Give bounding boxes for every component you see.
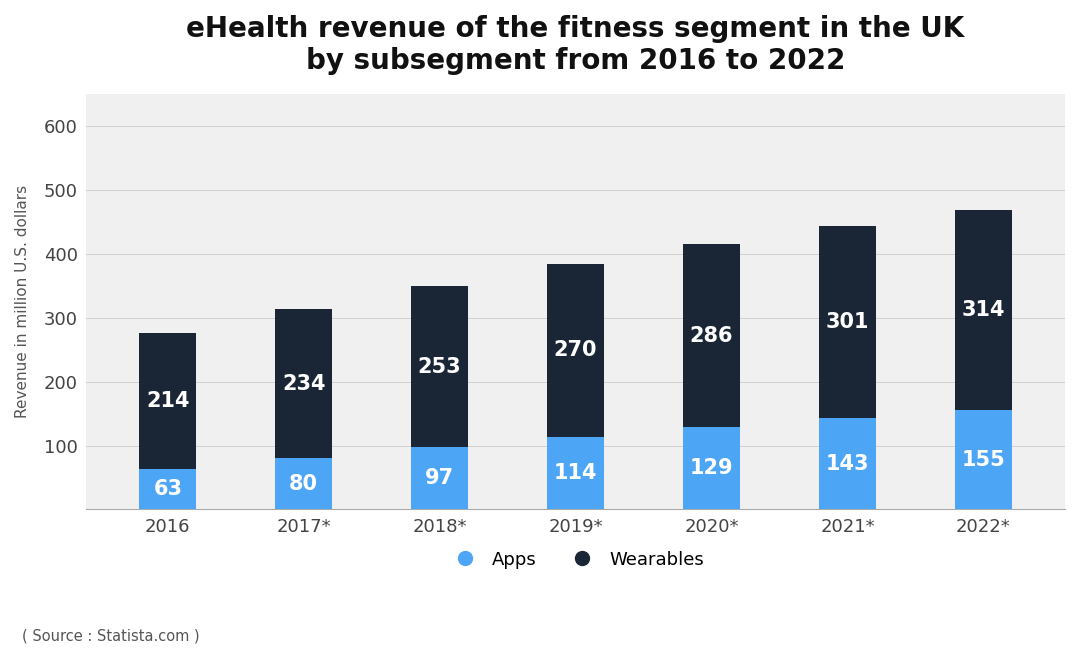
Text: 314: 314 [961,300,1005,320]
Bar [275,458,333,510]
Text: 97: 97 [426,469,455,488]
Text: 234: 234 [282,374,325,394]
Text: 270: 270 [554,341,597,361]
Bar [139,333,197,469]
Y-axis label: Revenue in million U.S. dollars: Revenue in million U.S. dollars [15,185,30,419]
Bar [955,410,1012,510]
Legend: Apps, Wearables: Apps, Wearables [440,543,712,576]
Bar [411,286,469,447]
Bar [955,210,1012,410]
Bar [548,437,604,510]
Text: 214: 214 [146,391,189,411]
Text: 63: 63 [153,479,183,499]
Bar [411,447,469,510]
Bar [548,265,604,437]
Bar [683,244,740,427]
Text: ( Source : Statista.com ): ( Source : Statista.com ) [22,629,199,644]
Text: 253: 253 [418,357,461,377]
Text: 301: 301 [826,312,869,332]
Text: 155: 155 [961,450,1005,470]
Text: 143: 143 [826,454,869,474]
Bar [139,469,197,510]
Bar [819,226,876,418]
Bar [819,418,876,510]
Bar [275,309,333,458]
Title: eHealth revenue of the fitness segment in the UK
by subsegment from 2016 to 2022: eHealth revenue of the fitness segment i… [187,15,964,75]
Text: 80: 80 [289,474,319,494]
Text: 286: 286 [690,326,733,346]
Text: 129: 129 [690,458,733,478]
Bar [683,427,740,510]
Text: 114: 114 [554,463,597,483]
